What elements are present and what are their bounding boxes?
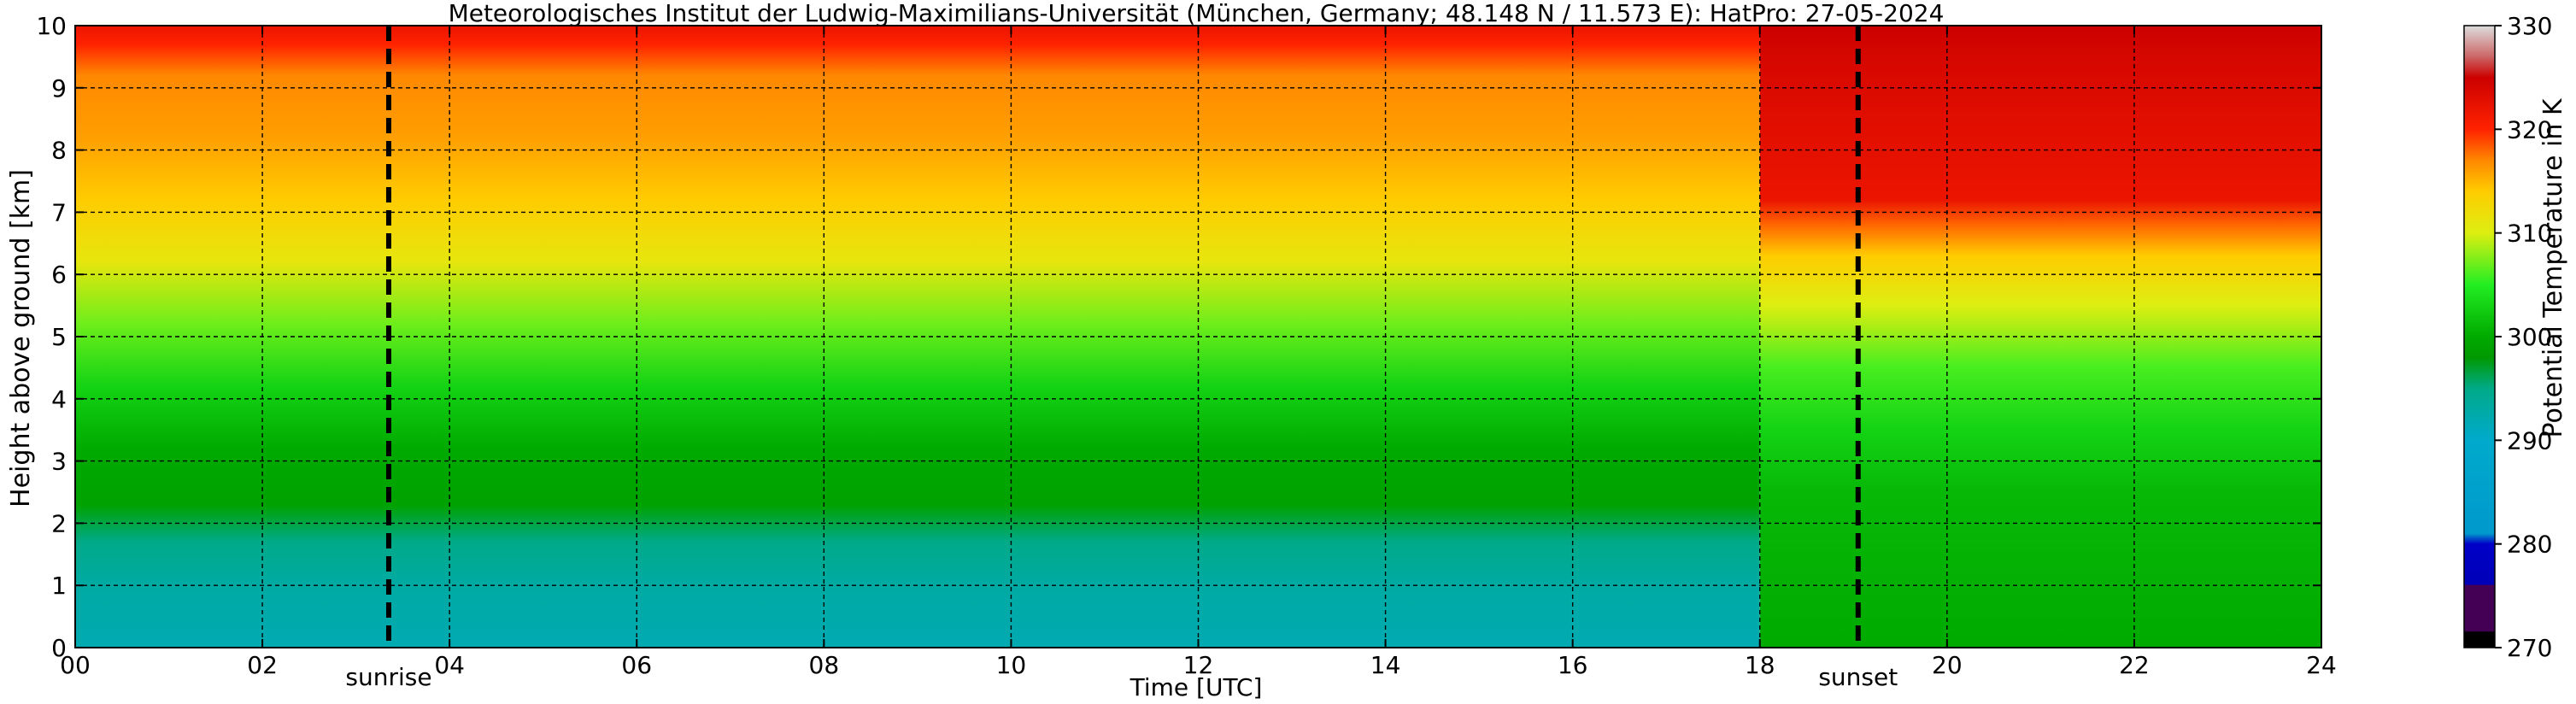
x-tick-label: 16 bbox=[1558, 651, 1588, 679]
y-tick-label: 1 bbox=[51, 572, 67, 600]
colorbar-tick-label: 300 bbox=[2507, 323, 2552, 351]
annotations bbox=[385, 26, 1861, 648]
x-tick-label: 12 bbox=[1183, 651, 1214, 679]
y-axis: 0 1 2 3 4 5 6 7 8 9 10 bbox=[36, 12, 2321, 662]
colorbar-fill bbox=[2464, 26, 2495, 648]
chart-title: Meteorologisches Institut der Ludwig-Max… bbox=[449, 0, 1945, 27]
colorbar-label: Potential Temperature in K bbox=[2538, 97, 2568, 437]
y-tick-label: 10 bbox=[36, 12, 67, 40]
x-axis: 00 02 04 06 08 10 12 14 16 18 20 22 24 bbox=[60, 26, 2337, 679]
colorbar-tick-label: 320 bbox=[2507, 115, 2552, 144]
x-tick-label: 10 bbox=[996, 651, 1027, 679]
plot-area bbox=[74, 25, 2322, 648]
y-tick-label: 3 bbox=[51, 448, 67, 476]
grid bbox=[75, 26, 2321, 648]
y-tick-label: 0 bbox=[51, 634, 67, 662]
x-tick-label: 00 bbox=[60, 651, 91, 679]
x-axis-label: Time [UTC] bbox=[1130, 673, 1263, 701]
y-tick-label: 6 bbox=[51, 261, 67, 289]
y-axis-label: Height above ground [km] bbox=[6, 169, 36, 507]
annotation-label-sunrise: sunrise bbox=[345, 663, 431, 691]
y-tick-label: 5 bbox=[51, 323, 67, 351]
x-tick-label: 04 bbox=[434, 651, 465, 679]
colorbar: 270 280 290 300 310 320 330 Potential Temperat… bbox=[2463, 12, 2568, 662]
colorbar-tick-label: 330 bbox=[2507, 12, 2552, 40]
x-tick-label: 02 bbox=[247, 651, 278, 679]
annotation-label-sunset: sunset bbox=[1818, 663, 1898, 691]
colorbar-tick-label: 290 bbox=[2507, 426, 2552, 455]
x-tick-label: 24 bbox=[2306, 651, 2337, 679]
x-tick-label: 14 bbox=[1370, 651, 1401, 679]
colorbar-tick-label: 270 bbox=[2507, 634, 2552, 662]
x-tick-label: 08 bbox=[809, 651, 840, 679]
y-tick-label: 4 bbox=[51, 385, 67, 414]
y-tick-label: 9 bbox=[51, 74, 67, 103]
colorbar-tick-label: 280 bbox=[2507, 531, 2552, 559]
colorbar-ticks: 270 280 290 300 310 320 330 bbox=[2495, 12, 2552, 662]
x-tick-label: 06 bbox=[621, 651, 652, 679]
colorbar-tick-label: 310 bbox=[2507, 220, 2552, 248]
x-tick-label: 18 bbox=[1745, 651, 1775, 679]
y-tick-label: 2 bbox=[51, 509, 67, 537]
y-tick-label: 8 bbox=[51, 137, 67, 165]
y-tick-label: 7 bbox=[51, 198, 67, 226]
x-tick-label: 22 bbox=[2119, 651, 2150, 679]
x-tick-label: 20 bbox=[1932, 651, 1963, 679]
